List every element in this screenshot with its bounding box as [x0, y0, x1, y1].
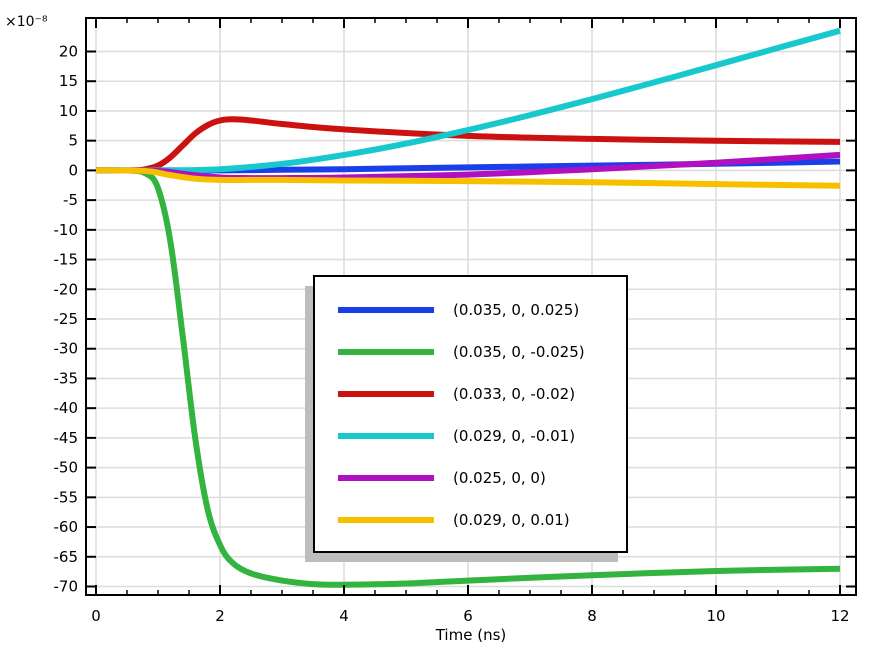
y-tick-label: -5 [63, 191, 78, 209]
y-tick-label: -25 [54, 310, 79, 328]
axes: 0 2 4 6 8 10 12 20 15 10 5 0 -5 -10 -15 -20 -25 -30 -35 -40… [54, 17, 857, 625]
legend-label: (0.035, 0, 0.025) [453, 301, 579, 319]
y-tick-label: -30 [54, 340, 79, 358]
y-tick-label: 5 [68, 132, 78, 150]
y-tick-label: -55 [54, 488, 79, 506]
series-line-2 [95, 167, 841, 588]
y-tick-label: -50 [54, 459, 79, 477]
y-tick-label: 20 [59, 43, 78, 61]
y-scale-multiplier: ×10⁻⁸ [5, 14, 48, 30]
y-tick-label: -15 [54, 251, 79, 269]
x-tick-label: 8 [587, 607, 597, 625]
series-line-6 [95, 167, 841, 189]
axes-frame [85, 17, 857, 596]
y-tick-label: 10 [59, 102, 78, 120]
y-tick-label: -60 [54, 518, 79, 536]
legend-label: (0.025, 0, 0) [453, 469, 546, 487]
x-tick-label: 2 [215, 607, 225, 625]
series-lines [95, 27, 841, 588]
series-line-4 [95, 27, 841, 174]
x-tick-label: 0 [91, 607, 101, 625]
legend-box [313, 275, 628, 553]
x-axis-title: Time (ns) [435, 626, 507, 644]
y-tick-label: -70 [54, 578, 79, 596]
y-tick-label: 0 [68, 161, 78, 179]
legend: (0.035, 0, 0.025) (0.035, 0, -0.025) (0.03… [305, 275, 628, 562]
x-tick-label: 4 [339, 607, 349, 625]
legend-label: (0.029, 0, 0.01) [453, 511, 570, 529]
y-tick-label: -40 [54, 399, 79, 417]
x-tick-label: 12 [830, 607, 849, 625]
series-line-3 [95, 116, 841, 174]
y-tick-label: -35 [54, 369, 79, 387]
y-tick-label: -45 [54, 429, 79, 447]
legend-label: (0.033, 0, -0.02) [453, 385, 575, 403]
y-tick-label: -10 [54, 221, 79, 239]
legend-label: (0.029, 0, -0.01) [453, 427, 575, 445]
y-tick-label: -65 [54, 548, 79, 566]
legend-label: (0.035, 0, -0.025) [453, 343, 585, 361]
y-tick-label: 15 [59, 72, 78, 90]
y-tick-label: -20 [54, 280, 79, 298]
x-tick-label: 6 [463, 607, 473, 625]
x-tick-label: 10 [706, 607, 725, 625]
